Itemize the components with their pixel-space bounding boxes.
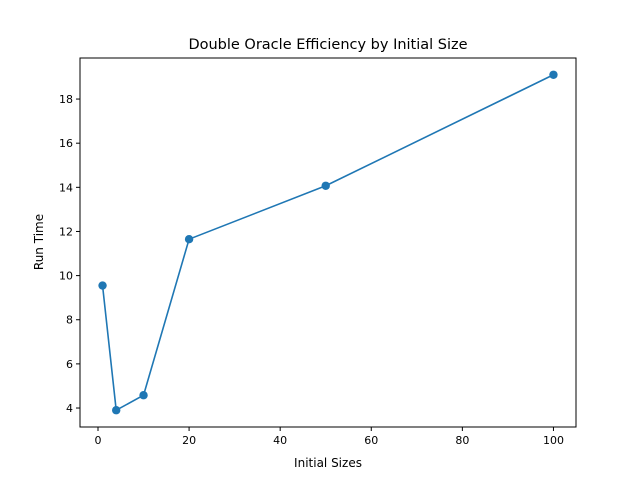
x-tick-label: 60: [364, 434, 378, 447]
y-tick-label: 10: [59, 270, 73, 283]
data-point: [139, 391, 148, 400]
y-axis: 4 6 8 10 12 14 16 18: [59, 93, 80, 415]
y-tick-label: 4: [66, 402, 73, 415]
y-tick-label: 14: [59, 181, 73, 194]
y-tick-label: 18: [59, 93, 73, 106]
x-tick-label: 40: [273, 434, 287, 447]
x-tick-label: 100: [543, 434, 564, 447]
x-tick-label: 20: [182, 434, 196, 447]
y-tick-label: 12: [59, 225, 73, 238]
data-point: [549, 70, 558, 79]
x-axis: 0 20 40 60 80 100: [94, 427, 564, 447]
data-point: [112, 406, 121, 415]
data-point: [321, 181, 330, 190]
y-tick-label: 16: [59, 137, 73, 150]
series-layer: [98, 70, 558, 415]
y-tick-label: 8: [66, 314, 73, 327]
x-axis-label: Initial Sizes: [294, 456, 362, 470]
y-axis-label: Run Time: [32, 214, 46, 270]
series-line: [101, 74, 554, 412]
y-tick-label: 6: [66, 358, 73, 371]
plot-area-frame: [79, 57, 577, 428]
x-tick-label: 80: [455, 434, 469, 447]
x-tick-label: 0: [94, 434, 101, 447]
data-point: [184, 234, 194, 244]
data-point: [98, 281, 107, 290]
chart-title: Double Oracle Efficiency by Initial Size: [188, 37, 467, 53]
